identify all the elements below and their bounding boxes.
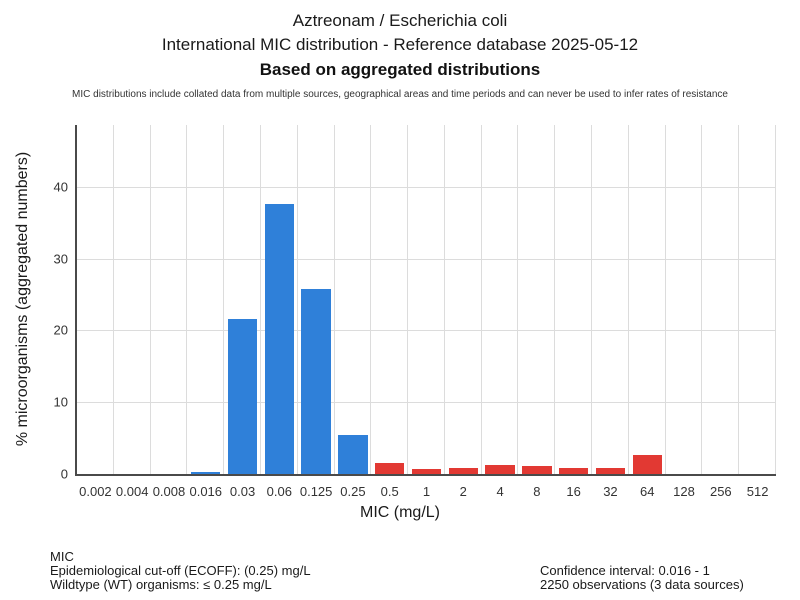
gridline-vertical (149, 125, 151, 474)
gridline-vertical (701, 125, 703, 474)
x-tick-label: 0.25 (340, 484, 366, 499)
x-tick-label: 0.03 (229, 484, 256, 499)
gridline-horizontal (77, 258, 776, 260)
gridline-vertical (112, 125, 114, 474)
y-tick-label: 20 (53, 322, 68, 338)
bar-0.25 (338, 435, 368, 474)
observations-info-block: Confidence interval: 0.016 - 1 2250 obse… (540, 564, 744, 592)
gridline-vertical (627, 125, 629, 474)
gridline-horizontal (77, 330, 776, 332)
gridline-vertical (517, 125, 519, 474)
bar-4 (485, 464, 515, 474)
x-axis-line (75, 474, 776, 476)
footer-mic-label: MIC (50, 549, 74, 564)
title-antibiotic-organism: Aztreonam / Escherichia coli (292, 11, 508, 30)
gridline-vertical (775, 125, 776, 474)
footer-wildtype-line: Wildtype (WT) organisms: ≤ 0.25 mg/L (50, 577, 272, 592)
gridline-vertical (407, 125, 409, 474)
footer-observations: 2250 observations (3 data sources) (540, 577, 744, 592)
gridline-vertical (554, 125, 556, 474)
footer-confidence-interval: Confidence interval: 0.016 - 1 (540, 563, 710, 578)
y-axis-title: % microorganisms (aggregated numbers) (14, 151, 31, 447)
x-tick-label: 2 (459, 484, 467, 499)
y-axis-line (75, 125, 77, 476)
plot-area: 0 10 20 30 40 0.002 0.004 0.008 0.016 0.03 0.06 0.1… (54, 125, 776, 499)
bar-2 (448, 467, 478, 474)
gridline-vertical (186, 125, 188, 474)
x-tick-label: 1 (422, 484, 431, 499)
disclaimer-text: MIC distributions include collated data … (72, 89, 728, 100)
title-distribution-database: International MIC distribution - Referen… (161, 35, 639, 54)
y-tick-label: 30 (53, 251, 68, 267)
ecoff-info-block: MIC Epidemiological cut-off (ECOFF): (0.… (50, 550, 311, 592)
bar-64 (632, 455, 662, 474)
title-aggregated: Based on aggregated distributions (259, 60, 541, 79)
y-tick-label: 0 (60, 466, 68, 482)
bar-8 (522, 466, 552, 474)
x-axis-title: MIC (mg/L) (360, 504, 440, 521)
gridline-vertical (738, 125, 740, 474)
bar-0.5 (374, 462, 405, 474)
x-tick-label: 128 (673, 484, 695, 499)
gridline-vertical (591, 125, 593, 474)
gridline-horizontal (77, 186, 776, 188)
x-tick-label: 0.5 (380, 484, 399, 499)
footer-ecoff-line: Epidemiological cut-off (ECOFF): (0.25) … (50, 563, 311, 578)
x-tick-label: 256 (709, 484, 732, 499)
gridline-vertical (664, 125, 666, 474)
gridline-vertical (480, 125, 482, 474)
gridline-horizontal (77, 402, 776, 404)
y-tick-label: 10 (53, 394, 68, 410)
gridline-vertical (259, 125, 261, 474)
bar-0.06 (264, 204, 295, 474)
bar-1 (411, 468, 442, 474)
x-tick-label: 8 (533, 484, 541, 499)
x-tick-label: 32 (603, 484, 618, 499)
chart-title-block: Aztreonam / Escherichia coli Internation… (0, 9, 800, 83)
gridline-vertical (443, 125, 445, 474)
gridline-vertical (370, 125, 372, 474)
bar-0.016 (191, 471, 221, 474)
x-tick-label: 512 (746, 484, 769, 499)
x-tick-label: 64 (640, 484, 655, 499)
x-tick-label: 0.016 (189, 484, 223, 499)
gridline-vertical (333, 125, 335, 474)
y-tick-label: 40 (53, 179, 68, 195)
gridline-vertical (223, 125, 225, 474)
x-tick-label: 4 (496, 484, 504, 499)
bar-16 (558, 467, 589, 474)
x-tick-label: 0.004 (115, 484, 149, 499)
x-tick-label: 0.06 (266, 484, 292, 499)
bar-32 (595, 467, 626, 474)
x-tick-label: 0.125 (299, 484, 333, 499)
x-tick-label: 0.002 (79, 484, 112, 499)
x-tick-label: 16 (566, 484, 581, 499)
x-tick-label: 0.008 (152, 484, 186, 499)
bar-0.03 (227, 318, 258, 474)
gridline-vertical (296, 125, 298, 474)
bar-0.125 (301, 288, 331, 474)
